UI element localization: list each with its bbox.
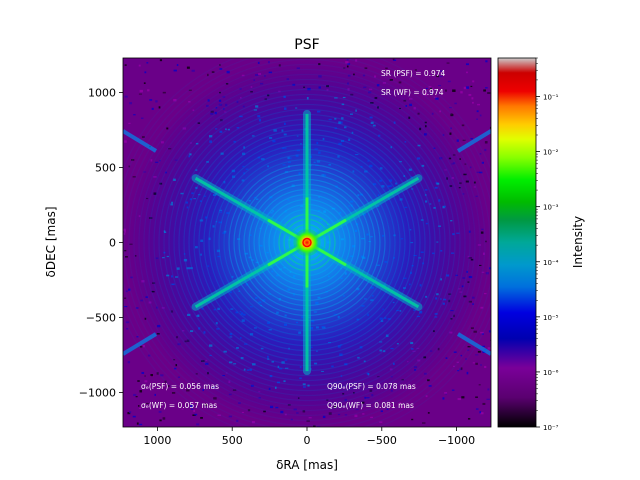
colorbar-frame bbox=[497, 57, 537, 428]
colorbar-tick-label: 10⁻² bbox=[543, 149, 559, 157]
diffraction-ring bbox=[128, 63, 486, 422]
colorbar bbox=[498, 58, 536, 427]
diffraction-ring bbox=[158, 93, 456, 392]
q90-wf-label: Q90ₑ(WF) = 0.081 mas bbox=[327, 401, 414, 410]
x-tick-label: 0 bbox=[304, 434, 311, 447]
x-tick-label: −1000 bbox=[438, 434, 475, 447]
diffraction-ring bbox=[168, 103, 446, 382]
colorbar-tick-label: 10⁻⁴ bbox=[543, 259, 559, 267]
diffraction-ring bbox=[123, 58, 491, 427]
diffraction-ring bbox=[133, 68, 481, 417]
corner-spike bbox=[456, 129, 491, 153]
colorbar-tick-label: 10⁻⁶ bbox=[543, 369, 559, 377]
sr-wf-label: SR (WF) = 0.974 bbox=[381, 88, 444, 97]
y-tick-label: −500 bbox=[86, 312, 116, 325]
colorbar-tick-label: 10⁻¹ bbox=[543, 94, 559, 102]
psf-image bbox=[123, 58, 491, 427]
diffraction-ring bbox=[163, 98, 451, 387]
q90-psf-label: Q90ₑ(PSF) = 0.078 mas bbox=[327, 382, 416, 391]
psf-core bbox=[293, 228, 321, 257]
colorbar-tick-label: 10⁻⁵ bbox=[543, 314, 559, 322]
colorbar-tick-label: 10⁻⁷ bbox=[543, 424, 559, 432]
corner-spike bbox=[123, 332, 158, 356]
corner-spikes bbox=[123, 129, 491, 356]
diffraction-ring bbox=[143, 78, 471, 407]
x-tick-label: −500 bbox=[367, 434, 397, 447]
diffraction-ring bbox=[173, 108, 441, 377]
corner-spike bbox=[123, 129, 158, 153]
y-tick-label: 1000 bbox=[88, 87, 116, 100]
colorbar-ticks: 10⁻⁷ 10⁻⁶ 10⁻⁵ 10⁻⁴ 10⁻³ 10⁻² 10⁻¹ bbox=[536, 57, 559, 432]
y-tick-label: 0 bbox=[109, 237, 116, 250]
diffraction-ring bbox=[138, 73, 476, 412]
diffraction-ring bbox=[148, 83, 466, 402]
colorbar-tick-label: 10⁻³ bbox=[543, 204, 559, 212]
y-tick-label: 500 bbox=[95, 162, 116, 175]
chart-title: PSF bbox=[294, 37, 319, 53]
y-tick-label: −1000 bbox=[79, 387, 116, 400]
y-axis: 1000 500 0 −500 −1000 bbox=[79, 87, 123, 400]
sigma-wf-label: σₑ(WF) = 0.057 mas bbox=[141, 401, 217, 410]
x-axis-label: δRA [mas] bbox=[276, 458, 338, 472]
psf-core-ring bbox=[302, 237, 312, 248]
sr-psf-label: SR (PSF) = 0.974 bbox=[381, 69, 446, 78]
x-axis: 1000 500 0 −500 −1000 bbox=[143, 427, 475, 447]
colorbar-label: Intensity bbox=[571, 216, 585, 268]
sigma-psf-label: σₑ(PSF) = 0.056 mas bbox=[141, 382, 219, 391]
y-axis-label: δDEC [mas] bbox=[44, 206, 58, 277]
corner-spike bbox=[456, 332, 491, 356]
x-tick-label: 500 bbox=[222, 434, 243, 447]
x-tick-label: 1000 bbox=[143, 434, 171, 447]
diffraction-ring bbox=[153, 88, 461, 397]
